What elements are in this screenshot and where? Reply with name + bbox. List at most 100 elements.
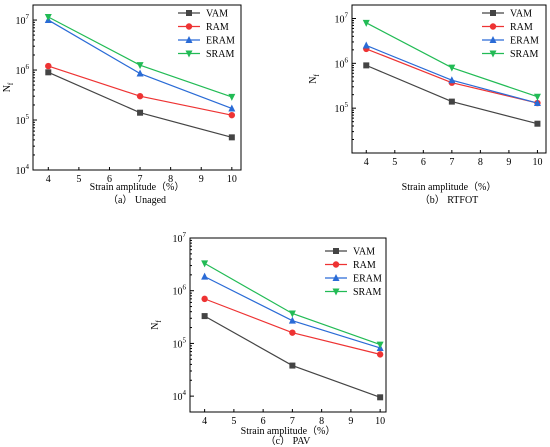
data-point-ram	[376, 351, 384, 358]
x-tick-label: 9	[348, 416, 353, 427]
legend-label: VAM	[510, 9, 532, 20]
chart-caption: （c） PAV	[266, 435, 312, 447]
y-tick-exponent: 7	[26, 13, 30, 21]
legend-marker	[185, 36, 193, 43]
chart-caption: （a） Unaged	[108, 194, 166, 206]
data-point-sram	[228, 93, 236, 101]
y-tick-base: 10	[335, 14, 345, 25]
data-point-eram	[288, 316, 296, 324]
y-tick-base: 10	[335, 59, 345, 70]
x-tick-label: 9	[199, 174, 204, 185]
data-point-vam	[448, 98, 455, 105]
x-tick-label: 7	[449, 157, 454, 168]
data-point-eram	[448, 76, 456, 84]
legend-marker	[332, 274, 340, 281]
y-axis-title: Nf	[2, 82, 15, 92]
y-axis-title: Nf	[308, 74, 321, 84]
x-tick-label: 10	[532, 157, 542, 168]
y-tick-exponent: 4	[183, 389, 187, 397]
y-tick-base: 10	[173, 392, 183, 403]
x-tick-label: 8	[319, 416, 324, 427]
data-point-eram	[362, 41, 370, 49]
y-axis-title-main: N	[2, 85, 13, 92]
plot-frame	[189, 237, 387, 413]
y-tick-label: 107	[173, 231, 187, 245]
legend-label: ERAM	[206, 36, 235, 47]
y-tick-label: 105	[173, 336, 187, 350]
legend-label: VAM	[353, 247, 375, 258]
x-tick-label: 7	[138, 174, 143, 185]
y-tick-exponent: 4	[26, 163, 30, 171]
legend-marker	[489, 50, 497, 58]
y-tick-label: 107	[16, 13, 30, 27]
data-point-sram	[136, 62, 144, 70]
data-point-vam	[289, 362, 296, 369]
x-tick-label: 4	[364, 157, 369, 168]
y-tick-exponent: 5	[345, 101, 349, 109]
y-tick-label: 107	[335, 11, 349, 25]
data-point-vam	[45, 69, 52, 76]
legend-label: RAM	[510, 22, 533, 33]
x-tick-label: 9	[506, 157, 511, 168]
x-tick-label: 5	[231, 416, 236, 427]
x-tick-label: 4	[202, 416, 207, 427]
legend-marker	[332, 288, 340, 296]
legend-label: ERAM	[353, 274, 382, 285]
y-tick-base: 10	[335, 104, 345, 115]
legend-label: VAM	[206, 9, 228, 20]
y-axis-title: Nf	[150, 320, 163, 330]
x-axis-title: Strain amplitude（%）	[402, 181, 497, 193]
legend-label: SRAM	[353, 287, 381, 298]
y-axis-title-main: N	[308, 77, 319, 84]
y-tick-exponent: 5	[183, 336, 187, 344]
data-point-vam	[228, 134, 235, 141]
data-point-ram	[289, 329, 296, 336]
legend-marker	[185, 23, 193, 30]
data-point-ram	[201, 295, 208, 303]
x-tick-label: 6	[421, 157, 426, 168]
data-point-sram	[448, 64, 456, 72]
y-tick-label: 106	[173, 284, 187, 298]
legend-marker	[185, 50, 193, 58]
x-tick-label: 5	[76, 174, 81, 185]
data-point-eram	[201, 272, 209, 280]
data-point-sram	[533, 93, 541, 101]
x-tick-label: 7	[290, 416, 295, 427]
y-tick-label: 106	[335, 56, 349, 70]
x-tick-label: 6	[261, 416, 266, 427]
data-point-vam	[363, 62, 370, 69]
y-axis-title-sub: f	[7, 82, 15, 85]
data-point-vam	[137, 109, 144, 116]
y-axis-title-sub: f	[313, 74, 321, 77]
chart-caption: （b） RTFOT	[420, 194, 479, 206]
y-axis-title-sub: f	[155, 320, 163, 323]
data-point-sram	[362, 19, 370, 27]
data-point-ram	[136, 92, 144, 100]
data-point-vam	[534, 120, 541, 127]
legend-marker	[186, 10, 192, 16]
y-tick-exponent: 6	[345, 56, 349, 64]
y-tick-label: 105	[16, 113, 30, 127]
data-point-sram	[376, 341, 384, 349]
y-tick-label: 105	[335, 101, 349, 115]
y-tick-base: 10	[173, 339, 183, 350]
y-tick-base: 10	[173, 287, 183, 298]
x-axis-title: Strain amplitude（%）	[241, 425, 336, 437]
legend-label: SRAM	[510, 49, 538, 60]
y-tick-base: 10	[16, 16, 26, 27]
data-point-sram	[288, 310, 296, 318]
legend-marker	[489, 36, 497, 43]
x-axis-title: Strain amplitude（%）	[90, 181, 185, 193]
legend-label: ERAM	[510, 36, 539, 47]
x-tick-label: 10	[227, 174, 237, 185]
y-tick-base: 10	[16, 116, 26, 127]
data-point-vam	[201, 313, 208, 320]
data-point-ram	[228, 111, 236, 119]
x-tick-label: 5	[392, 157, 397, 168]
y-tick-base: 10	[173, 234, 183, 245]
legend-marker	[490, 10, 496, 16]
y-tick-exponent: 5	[26, 113, 30, 121]
